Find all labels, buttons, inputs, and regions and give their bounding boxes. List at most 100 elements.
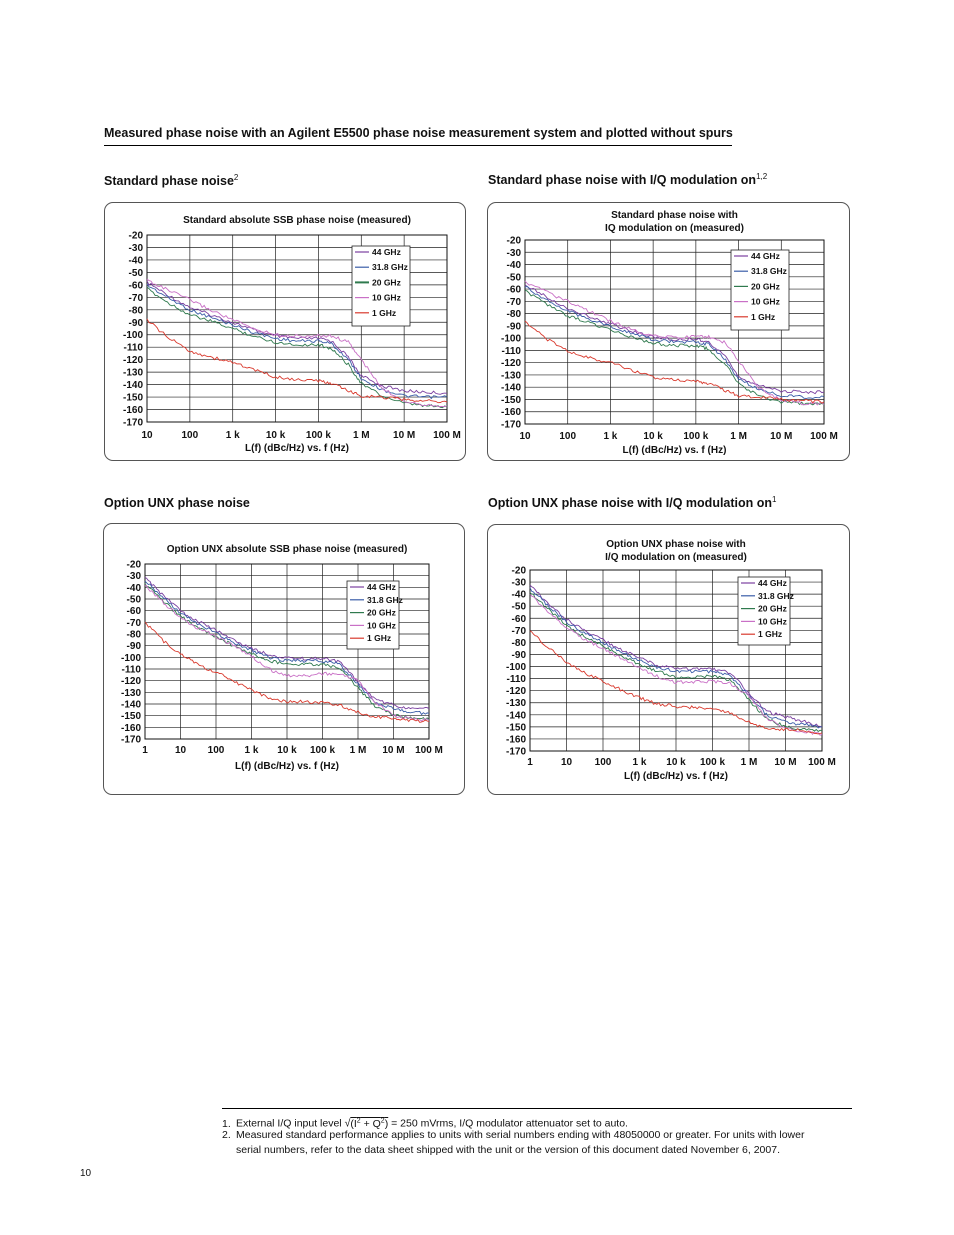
y-tick-label: -140	[123, 380, 143, 391]
y-tick-label: -30	[127, 571, 142, 582]
series-line-10-ghz	[144, 584, 430, 722]
series-line-1-ghz	[144, 621, 430, 723]
y-tick-label: -80	[507, 309, 522, 320]
legend-label: 10 GHz	[367, 620, 396, 630]
y-tick-label: -140	[506, 710, 526, 721]
section-title-standard: Standard phase noise2	[104, 173, 238, 188]
y-tick-label: -110	[122, 665, 142, 676]
page-heading: Measured phase noise with an Agilent E55…	[104, 126, 733, 140]
y-tick-label: -100	[501, 334, 521, 345]
y-tick-label: -170	[506, 747, 526, 758]
y-tick-label: -120	[506, 686, 526, 697]
y-tick-label: -20	[127, 560, 142, 571]
y-tick-label: -100	[123, 330, 143, 341]
x-tick-label: 100	[595, 757, 612, 768]
series-line-31-8-ghz	[529, 587, 822, 729]
x-tick-label: 10 k	[266, 430, 286, 441]
series-line-31-8-ghz	[146, 283, 448, 400]
section-title-text: Option UNX phase noise	[104, 496, 250, 510]
y-tick-label: -20	[507, 236, 522, 247]
y-tick-label: -100	[506, 662, 526, 673]
x-tick-label: 10 M	[393, 430, 415, 441]
footnote-number: 2.	[222, 1129, 231, 1141]
y-tick-label: -130	[123, 368, 143, 379]
x-tick-label: 10	[519, 431, 531, 442]
series-line-44-ghz	[144, 576, 430, 710]
y-tick-label: -140	[121, 700, 141, 711]
phase-noise-chart: Standard phase noise with IQ modulation o…	[501, 210, 838, 456]
y-tick-label: -120	[501, 358, 521, 369]
x-tick-label: 10	[561, 757, 573, 768]
footnote-text: = 250 mVrms, I/Q modulator attenuator se…	[388, 1117, 628, 1130]
y-tick-label: -110	[502, 346, 522, 357]
chart-title: Standard absolute SSB phase noise (measu…	[183, 215, 411, 226]
x-tick-label: 10 k	[643, 431, 663, 442]
y-tick-label: -50	[507, 272, 522, 283]
y-tick-label: -30	[507, 248, 522, 259]
heading-rule	[104, 145, 732, 146]
y-tick-label: -20	[512, 566, 527, 577]
y-tick-label: -20	[129, 231, 144, 242]
section-title-unx: Option UNX phase noise	[104, 496, 250, 510]
y-tick-label: -160	[506, 734, 526, 745]
legend-label: 44 GHz	[367, 582, 396, 592]
y-tick-label: -110	[507, 674, 527, 685]
x-axis-label: L(f) (dBc/Hz) vs. f (Hz)	[245, 443, 349, 454]
x-tick-label: 100 M	[810, 431, 838, 442]
section-title-sup: 1,2	[756, 172, 768, 181]
radicand: (I2 + Q2)	[350, 1117, 389, 1130]
y-tick-label: -160	[501, 407, 521, 418]
footnote-number: 1.	[222, 1117, 231, 1130]
chart-title: Standard phase noise with	[611, 210, 738, 221]
y-tick-label: -170	[121, 735, 141, 746]
y-tick-label: -50	[129, 268, 144, 279]
y-tick-label: -120	[123, 355, 143, 366]
y-tick-label: -60	[512, 614, 527, 625]
y-tick-label: -150	[121, 711, 141, 722]
y-tick-label: -70	[512, 626, 527, 637]
y-tick-label: -100	[121, 653, 141, 664]
x-tick-label: 10 k	[277, 745, 297, 756]
section-title-unx-iq: Option UNX phase noise with I/Q modulati…	[488, 495, 776, 510]
legend-label: 31.8 GHz	[372, 262, 408, 272]
section-title-text: Option UNX phase noise with I/Q modulati…	[488, 496, 773, 511]
series-line-44-ghz	[529, 584, 823, 728]
x-tick-label: 10 M	[770, 431, 792, 442]
series-line-10-ghz	[524, 280, 825, 406]
y-tick-label: -40	[507, 260, 522, 271]
section-title-standard-iq: Standard phase noise with I/Q modulation…	[488, 172, 767, 187]
chart-title: IQ modulation on (measured)	[605, 223, 744, 234]
phase-noise-chart: Option UNX absolute SSB phase noise (mea…	[121, 544, 443, 772]
x-tick-label: 1 k	[245, 745, 259, 756]
y-tick-label: -170	[123, 418, 143, 429]
x-tick-label: 10 k	[666, 757, 686, 768]
x-tick-label: 100 k	[310, 745, 335, 756]
footnote-rule	[222, 1108, 852, 1109]
x-tick-label: 10	[141, 430, 153, 441]
x-axis-label: L(f) (dBc/Hz) vs. f (Hz)	[235, 761, 339, 772]
legend-label: 10 GHz	[372, 293, 401, 303]
y-tick-label: -70	[507, 297, 522, 308]
x-tick-label: 100 k	[683, 431, 708, 442]
legend-label: 1 GHz	[372, 308, 396, 318]
plot-frame	[524, 239, 825, 425]
x-tick-label: 100 M	[433, 430, 461, 441]
y-tick-label: -90	[127, 641, 142, 652]
series-line-44-ghz	[524, 284, 825, 395]
legend-label: 20 GHz	[751, 281, 780, 291]
y-tick-label: -150	[123, 393, 143, 404]
legend-label: 31.8 GHz	[758, 591, 794, 601]
x-tick-label: 1	[142, 745, 148, 756]
x-tick-label: 10 M	[774, 757, 796, 768]
footnote-text-cont: serial numbers, refer to the data sheet …	[236, 1144, 780, 1156]
legend-label: 20 GHz	[758, 604, 787, 614]
series-line-31-8-ghz	[144, 580, 430, 716]
chart-title: I/Q modulation on (measured)	[605, 552, 747, 563]
x-tick-label: 1 M	[741, 757, 758, 768]
section-title-text: Standard phase noise	[104, 174, 234, 189]
series-line-20-ghz	[524, 289, 825, 406]
x-tick-label: 100	[182, 430, 199, 441]
footnote-2: 2. Measured standard performance applies …	[222, 1128, 852, 1158]
footnote-1: 1. External I/Q input level √(I2 + Q2) = …	[222, 1113, 852, 1132]
legend-label: 10 GHz	[758, 616, 787, 626]
